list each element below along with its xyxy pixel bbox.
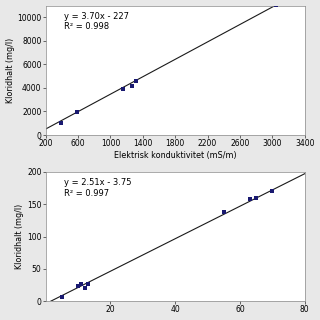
X-axis label: Elektrisk konduktivitet (mS/m): Elektrisk konduktivitet (mS/m) [114,151,236,160]
Y-axis label: Kloridhalt (mg/l): Kloridhalt (mg/l) [5,38,14,103]
Point [253,195,259,200]
Text: y = 2.51x - 3.75
R² = 0.997: y = 2.51x - 3.75 R² = 0.997 [64,178,132,198]
Point [247,196,252,202]
Point [278,1,283,6]
Point [133,78,138,84]
Point [82,286,87,291]
Point [221,209,226,214]
Point [59,121,64,126]
Point [120,86,125,91]
Point [85,282,90,287]
Point [79,281,84,286]
Point [60,294,65,299]
Point [129,83,134,88]
Point [270,189,275,194]
Text: y = 3.70x - 227
R² = 0.998: y = 3.70x - 227 R² = 0.998 [64,12,129,31]
Point [76,284,81,289]
Point [75,109,80,115]
Y-axis label: Kloridhalt (mg/l): Kloridhalt (mg/l) [15,204,24,269]
Point [274,3,279,8]
